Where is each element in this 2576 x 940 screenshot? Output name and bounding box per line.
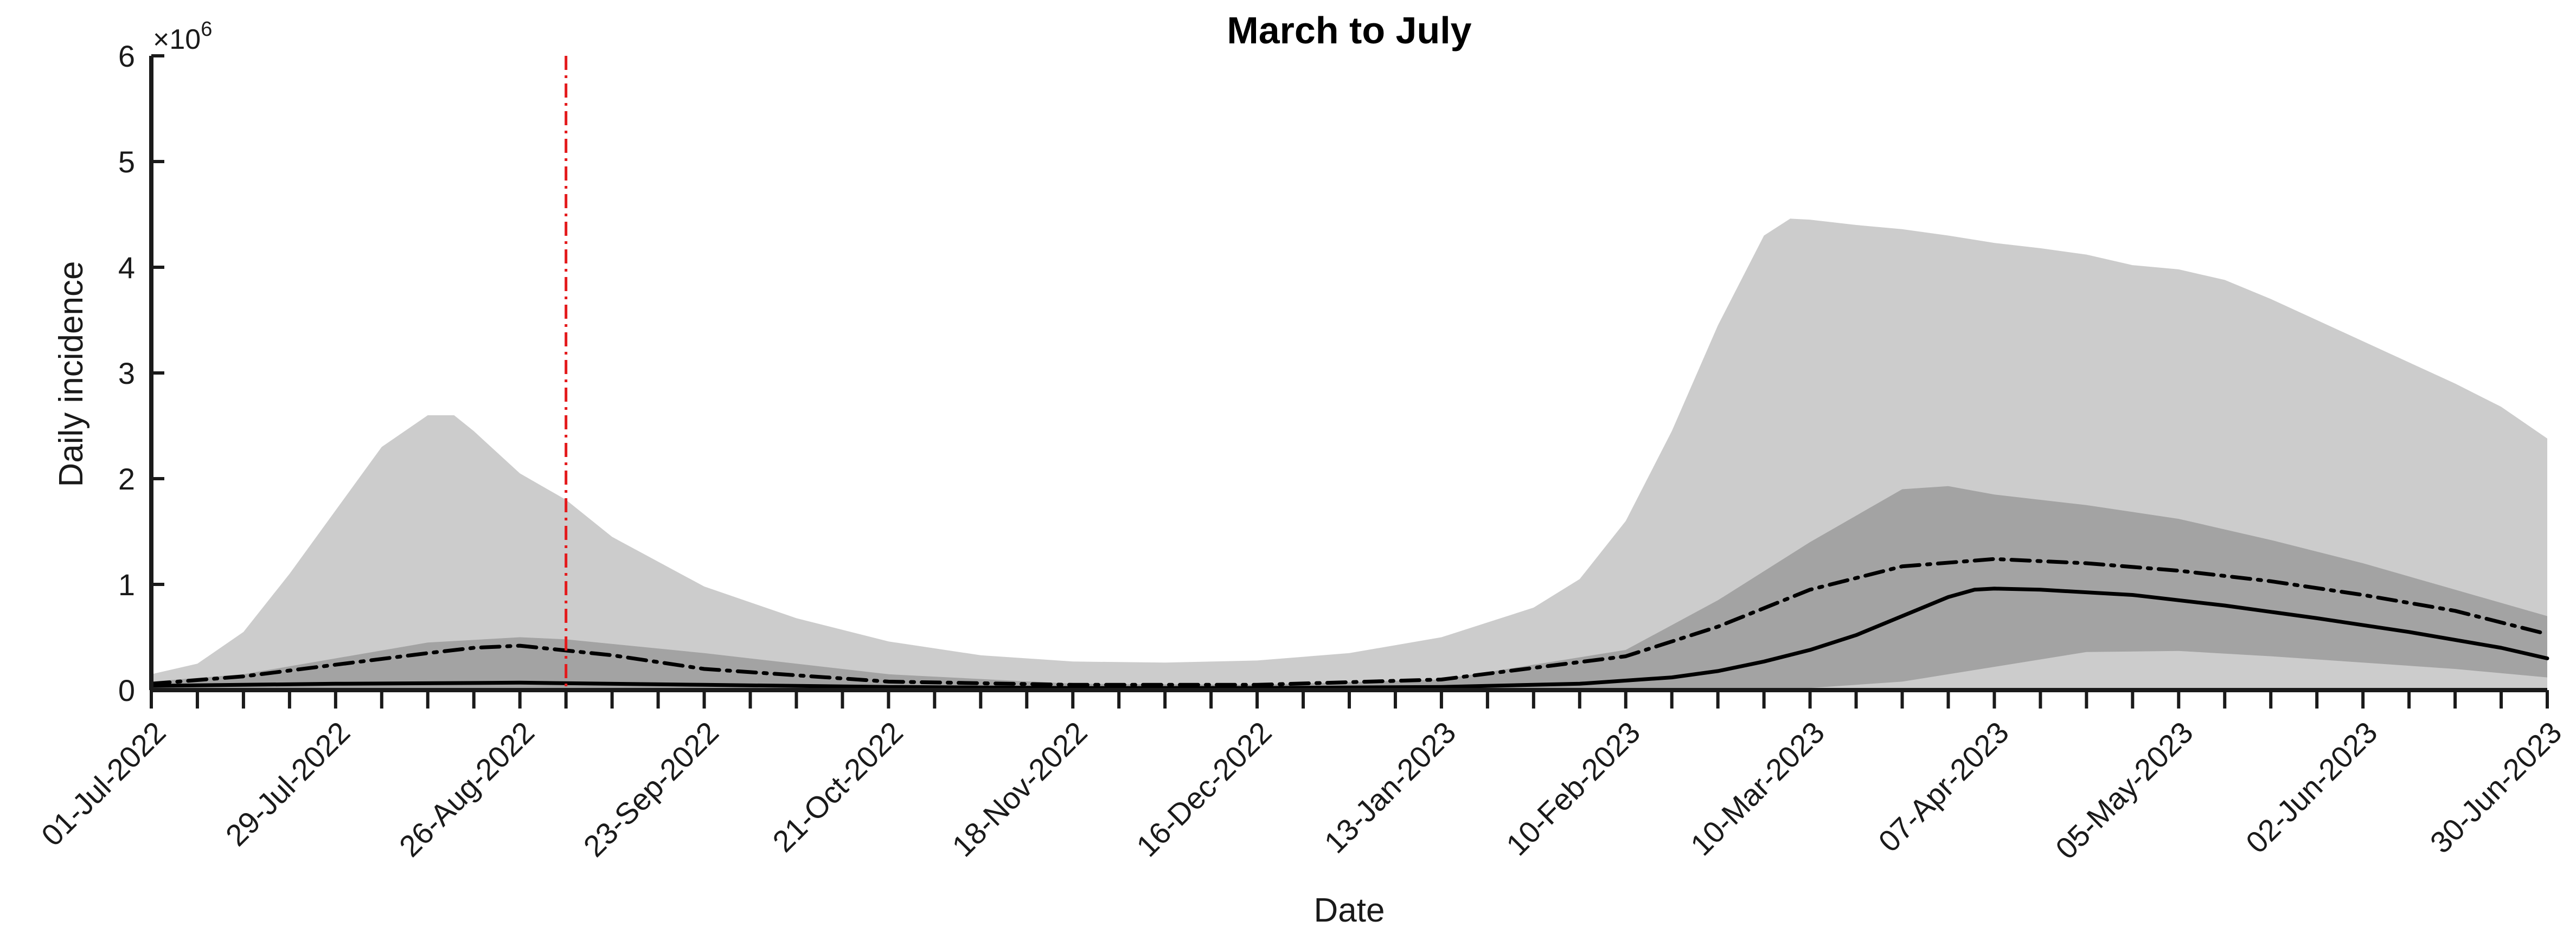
- solid-line: [149, 587, 2549, 690]
- x-tick-label: 23-Sep-2022: [576, 715, 725, 864]
- y-tick-label: 2: [118, 462, 135, 496]
- x-tick-label: 18-Nov-2022: [945, 715, 1093, 863]
- y-tick-label: 4: [118, 250, 135, 285]
- y-tick-label: 3: [118, 356, 135, 390]
- x-tick-label: 13-Jan-2023: [1317, 715, 1462, 860]
- inner-band: [151, 486, 2547, 690]
- y-tick-label: 0: [118, 673, 135, 707]
- x-tick-label: 02-Jun-2023: [2239, 715, 2384, 860]
- x-tick-label: 01-Jul-2022: [35, 715, 172, 853]
- y-multiplier-label: ×106: [153, 18, 212, 55]
- x-tick-label: 05-May-2023: [2049, 715, 2200, 866]
- x-tick-label: 26-Aug-2022: [393, 715, 541, 864]
- uncertainty-bands: [151, 218, 2547, 690]
- x-tick-label: 10-Mar-2023: [1684, 715, 1831, 862]
- y-tick-label: 5: [118, 145, 135, 179]
- dash-dot-line: [149, 557, 2549, 687]
- tick-marks: [150, 54, 2549, 709]
- x-tick-label: 16-Dec-2022: [1130, 715, 1278, 863]
- x-tick-label: 21-Oct-2022: [766, 715, 909, 859]
- y-axis-label: Daily incidence: [53, 261, 90, 487]
- x-tick-label: 10-Feb-2023: [1500, 715, 1646, 862]
- x-tick-label: 30-Jun-2023: [2424, 715, 2568, 860]
- y-multiplier-base: ×10: [153, 24, 201, 55]
- y-tick-label: 1: [118, 568, 135, 602]
- x-tick-label: 07-Apr-2023: [1872, 715, 2015, 859]
- y-multiplier-exponent: 6: [201, 18, 212, 41]
- x-axis-label: Date: [1314, 892, 1385, 929]
- chart-title: March to July: [1227, 9, 1471, 51]
- x-tick-label: 29-Jul-2022: [219, 715, 357, 853]
- median-lines: [149, 557, 2549, 690]
- y-tick-label: 6: [118, 39, 135, 73]
